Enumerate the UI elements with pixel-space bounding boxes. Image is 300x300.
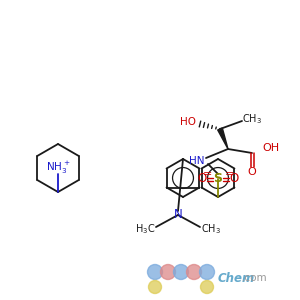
Circle shape xyxy=(148,265,163,280)
Circle shape xyxy=(160,265,175,280)
Text: S: S xyxy=(214,172,223,185)
Circle shape xyxy=(173,265,188,280)
Text: CH$_3$: CH$_3$ xyxy=(201,222,221,236)
Text: N: N xyxy=(174,208,182,221)
Circle shape xyxy=(148,280,161,293)
Text: OH: OH xyxy=(262,143,279,153)
Text: =: = xyxy=(202,169,212,179)
Polygon shape xyxy=(218,128,228,149)
Text: O: O xyxy=(197,172,207,185)
Text: HO: HO xyxy=(180,117,196,127)
Text: Chem: Chem xyxy=(218,272,255,284)
Text: O: O xyxy=(248,167,256,177)
Text: $\mathregular{NH_3^+}$: $\mathregular{NH_3^+}$ xyxy=(46,160,70,176)
Circle shape xyxy=(187,265,202,280)
Text: H$_3$C: H$_3$C xyxy=(135,222,155,236)
Circle shape xyxy=(200,280,214,293)
Text: =: = xyxy=(224,169,234,179)
Text: CH$_3$: CH$_3$ xyxy=(242,112,262,126)
Text: O: O xyxy=(230,172,238,185)
Text: .com: .com xyxy=(242,273,268,283)
Text: HN: HN xyxy=(188,156,204,166)
Circle shape xyxy=(200,265,214,280)
